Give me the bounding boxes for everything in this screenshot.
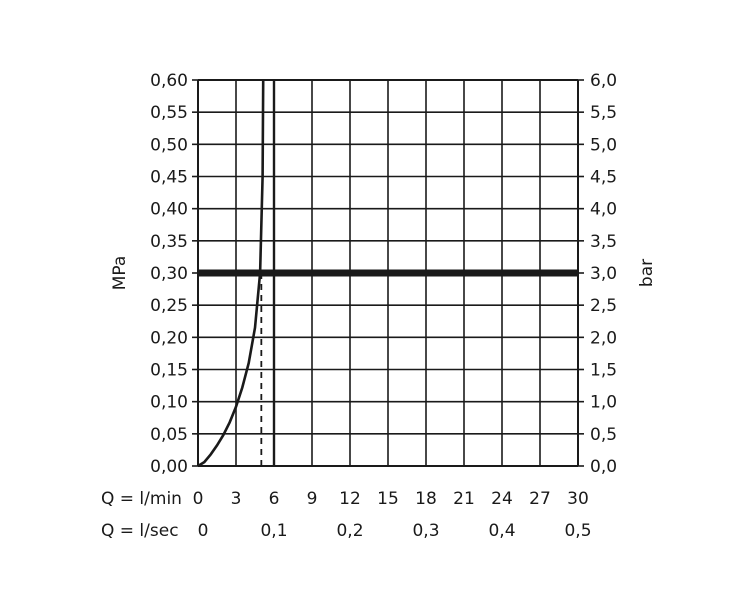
y-tick-label-left: 0,35: [150, 232, 188, 252]
y-axis-right-label: bar: [637, 259, 657, 287]
y-tick-label-left: 0,25: [150, 296, 188, 316]
x-secondary-tick-label: 0: [198, 521, 209, 541]
flow-curve: [197, 79, 265, 468]
x-secondary-tick-label: 0,5: [564, 521, 591, 541]
y-tick-label-left: 0,50: [150, 135, 188, 155]
y-tick-label-left: 0,20: [150, 328, 188, 348]
y-tick-label-right: 2,0: [590, 328, 617, 348]
x-tick-label: 9: [307, 489, 318, 509]
y-tick-label-right: 0,0: [590, 457, 617, 477]
y-tick-label-right: 3,0: [590, 264, 617, 284]
y-tick-label-right: 4,0: [590, 200, 617, 220]
y-tick-label-right: 4,5: [590, 168, 617, 188]
y-tick-label-right: 1,5: [590, 361, 617, 381]
x-tick-label: 24: [491, 489, 513, 509]
x-tick-label: 18: [415, 489, 437, 509]
y-tick-label-left: 0,05: [150, 425, 188, 445]
x-axis-label: Q = l/min: [101, 489, 182, 509]
x-tick-label: 6: [269, 489, 280, 509]
y-tick-label-left: 0,55: [150, 103, 188, 123]
x-tick-label: 0: [193, 489, 204, 509]
y-axis-left-label: MPa: [110, 256, 130, 291]
y-tick-label-left: 0,60: [150, 71, 188, 91]
y-axis-right-ticks: 0,0 0,5 1,0 1,5 2,0 2,5 3,0 3,5 4,0 4,5 5,0 5,5 6,0: [590, 71, 617, 477]
y-tick-label-right: 0,5: [590, 425, 617, 445]
y-axis-left-ticks: 0,00 0,05 0,10 0,15 0,20 0,25 0,30 0,35 0,40 0,45…: [150, 71, 188, 477]
x-axis-secondary-label: Q = l/sec: [101, 521, 179, 541]
y-tick-label-right: 1,0: [590, 393, 617, 413]
x-secondary-tick-label: 0,1: [260, 521, 287, 541]
x-axis-secondary-ticks: 0 0,1 0,2 0,3 0,4 0,5: [198, 521, 592, 541]
y-tick-label-left: 0,30: [150, 264, 188, 284]
x-secondary-tick-label: 0,2: [336, 521, 363, 541]
y-tick-label-left: 0,45: [150, 168, 188, 188]
y-tick-label-right: 5,5: [590, 103, 617, 123]
y-tick-label-left: 0,40: [150, 200, 188, 220]
y-tick-label-right: 3,5: [590, 232, 617, 252]
y-tick-label-right: 5,0: [590, 135, 617, 155]
x-secondary-tick-label: 0,3: [412, 521, 439, 541]
x-tick-label: 15: [377, 489, 399, 509]
x-secondary-tick-label: 0,4: [488, 521, 515, 541]
x-tick-label: 27: [529, 489, 551, 509]
y-tick-label-left: 0,10: [150, 393, 188, 413]
x-tick-label: 21: [453, 489, 475, 509]
x-tick-label: 30: [567, 489, 589, 509]
y-tick-label-right: 2,5: [590, 296, 617, 316]
x-tick-label: 3: [231, 489, 242, 509]
x-axis-ticks: 0 3 6 9 12 15 18 21 24 27 30: [193, 489, 589, 509]
y-tick-label-left: 0,15: [150, 361, 188, 381]
y-tick-label-right: 6,0: [590, 71, 617, 91]
x-tick-label: 12: [339, 489, 361, 509]
y-tick-label-left: 0,00: [150, 457, 188, 477]
